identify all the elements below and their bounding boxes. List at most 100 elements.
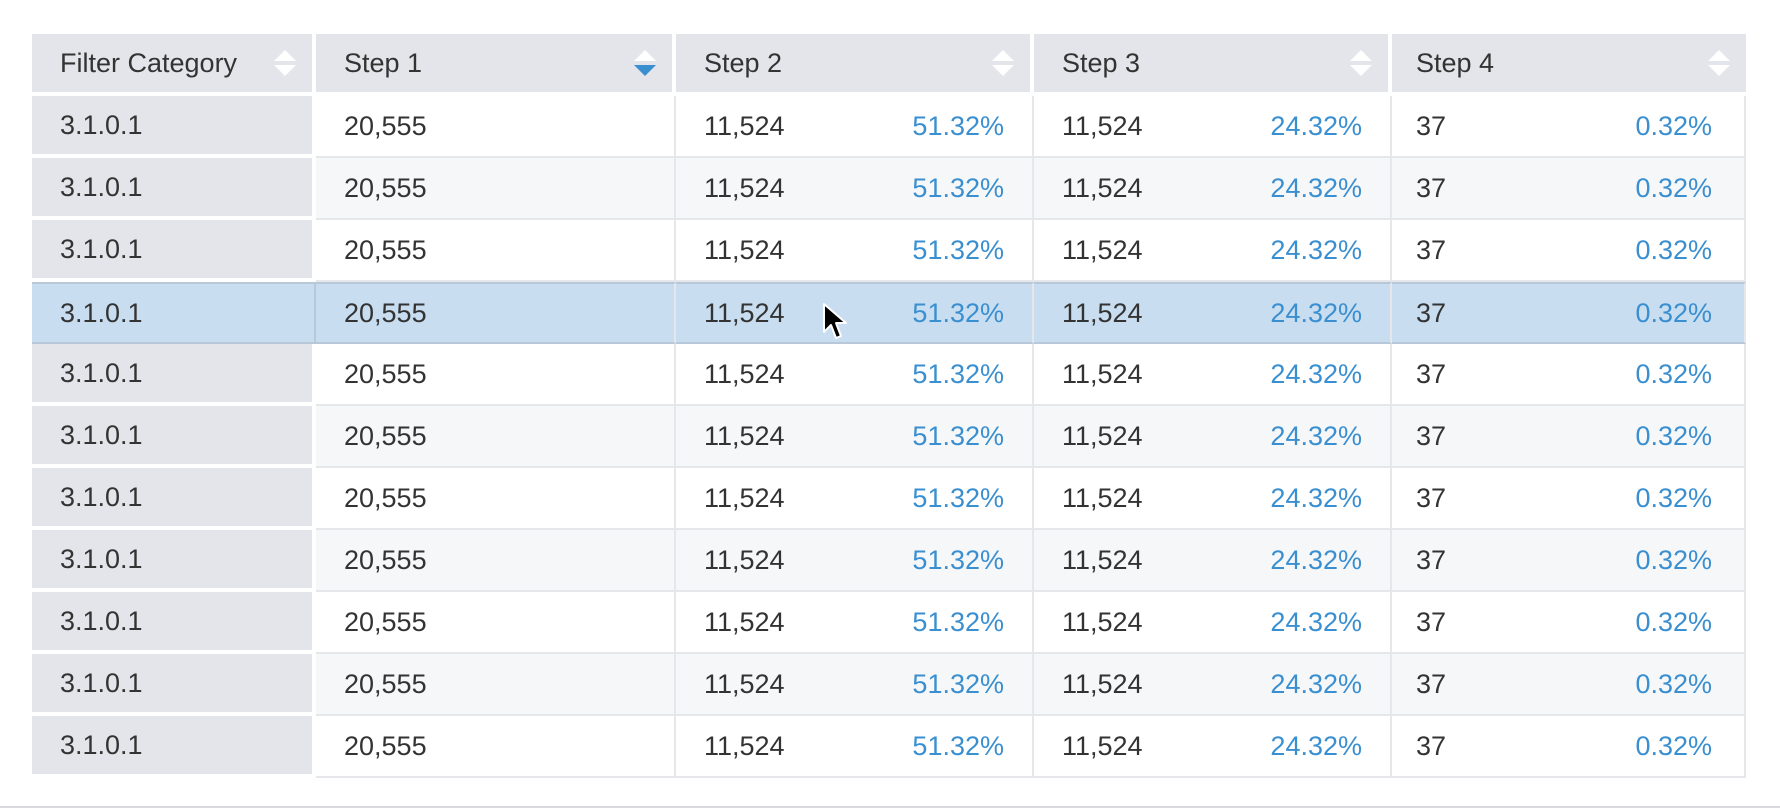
step1-count: 20,555 <box>344 172 427 203</box>
table-row[interactable]: 3.1.0.1 20,555 11,524 51.32% 11,524 24.32%… <box>32 344 1746 406</box>
header-label: Step 3 <box>1062 47 1141 78</box>
step4-count: 37 <box>1416 172 1447 203</box>
step2-percent: 51.32% <box>912 730 1004 761</box>
step4-percent: 0.32% <box>1635 544 1712 575</box>
step3-count: 11,524 <box>1062 668 1143 699</box>
header-step-1[interactable]: Step 1 <box>316 34 676 92</box>
step2-percent: 51.32% <box>912 110 1004 141</box>
table-row[interactable]: 3.1.0.1 20,555 11,524 51.32% 11,524 24.32%… <box>32 654 1746 716</box>
header-step-3[interactable]: Step 3 <box>1034 34 1392 92</box>
table-row[interactable]: 3.1.0.1 20,555 11,524 51.32% 11,524 24.32%… <box>32 592 1746 654</box>
cell-filter-category: 3.1.0.1 <box>32 344 316 406</box>
cell-step-1: 20,555 <box>316 220 676 282</box>
sort-arrows-icon[interactable] <box>992 48 1014 78</box>
cell-filter-category: 3.1.0.1 <box>32 220 316 282</box>
category-value: 3.1.0.1 <box>60 605 143 636</box>
step2-percent: 51.32% <box>912 606 1004 637</box>
step4-count: 37 <box>1416 730 1447 761</box>
step4-count: 37 <box>1416 110 1447 141</box>
step3-count: 11,524 <box>1062 544 1143 575</box>
cell-step-4: 37 0.32% <box>1392 282 1746 344</box>
step4-percent: 0.32% <box>1635 358 1712 389</box>
step1-count: 20,555 <box>344 420 427 451</box>
cell-step-1: 20,555 <box>316 468 676 530</box>
header-label: Step 1 <box>344 47 423 78</box>
sort-arrows-icon[interactable] <box>274 48 296 78</box>
step3-percent: 24.32% <box>1270 297 1362 328</box>
step3-count: 11,524 <box>1062 358 1143 389</box>
step4-percent: 0.32% <box>1635 668 1712 699</box>
step1-count: 20,555 <box>344 358 427 389</box>
header-step-2[interactable]: Step 2 <box>676 34 1034 92</box>
category-value: 3.1.0.1 <box>60 481 143 512</box>
step1-count: 20,555 <box>344 482 427 513</box>
cell-step-3: 11,524 24.32% <box>1034 282 1392 344</box>
category-value: 3.1.0.1 <box>60 357 143 388</box>
cell-step-1: 20,555 <box>316 344 676 406</box>
step1-count: 20,555 <box>344 297 427 328</box>
step3-percent: 24.32% <box>1270 606 1362 637</box>
cell-filter-category: 3.1.0.1 <box>32 716 316 778</box>
step4-count: 37 <box>1416 358 1447 389</box>
step2-percent: 51.32% <box>912 420 1004 451</box>
step3-percent: 24.32% <box>1270 358 1362 389</box>
step2-percent: 51.32% <box>912 544 1004 575</box>
category-value: 3.1.0.1 <box>60 667 143 698</box>
cell-step-2: 11,524 51.32% <box>676 220 1034 282</box>
step3-count: 11,524 <box>1062 234 1143 265</box>
sort-arrows-icon[interactable] <box>1350 48 1372 78</box>
table-row[interactable]: 3.1.0.1 20,555 11,524 51.32% 11,524 24.32%… <box>32 530 1746 592</box>
cell-filter-category: 3.1.0.1 <box>32 654 316 716</box>
header-step-4[interactable]: Step 4 <box>1392 34 1746 92</box>
step2-count: 11,524 <box>704 606 785 637</box>
step2-percent: 51.32% <box>912 172 1004 203</box>
step2-count: 11,524 <box>704 730 785 761</box>
cell-step-3: 11,524 24.32% <box>1034 716 1392 778</box>
step2-count: 11,524 <box>704 358 785 389</box>
step3-percent: 24.32% <box>1270 234 1362 265</box>
cell-step-2: 11,524 51.32% <box>676 530 1034 592</box>
sort-arrows-icon[interactable] <box>634 48 656 78</box>
step3-count: 11,524 <box>1062 606 1143 637</box>
step2-percent: 51.32% <box>912 668 1004 699</box>
step4-count: 37 <box>1416 297 1447 328</box>
table-row[interactable]: 3.1.0.1 20,555 11,524 51.32% 11,524 24.32%… <box>32 468 1746 530</box>
cell-step-3: 11,524 24.32% <box>1034 592 1392 654</box>
step4-percent: 0.32% <box>1635 110 1712 141</box>
step2-percent: 51.32% <box>912 234 1004 265</box>
cell-step-1: 20,555 <box>316 530 676 592</box>
table-row[interactable]: 3.1.0.1 20,555 11,524 51.32% 11,524 24.32%… <box>32 220 1746 282</box>
cell-step-1: 20,555 <box>316 592 676 654</box>
table-row[interactable]: 3.1.0.1 20,555 11,524 51.32% 11,524 24.32%… <box>32 158 1746 220</box>
step2-count: 11,524 <box>704 544 785 575</box>
step3-count: 11,524 <box>1062 730 1143 761</box>
step4-count: 37 <box>1416 668 1447 699</box>
table-row[interactable]: 3.1.0.1 20,555 11,524 51.32% 11,524 24.32%… <box>32 716 1746 778</box>
category-value: 3.1.0.1 <box>60 297 143 328</box>
step3-count: 11,524 <box>1062 482 1143 513</box>
sort-arrows-icon[interactable] <box>1708 48 1730 78</box>
step4-percent: 0.32% <box>1635 730 1712 761</box>
step4-percent: 0.32% <box>1635 172 1712 203</box>
header-filter-category[interactable]: Filter Category <box>32 34 316 92</box>
step2-count: 11,524 <box>704 172 785 203</box>
step2-count: 11,524 <box>704 234 785 265</box>
table-row[interactable]: 3.1.0.1 20,555 11,524 51.32% 11,524 24.32%… <box>32 406 1746 468</box>
step3-percent: 24.32% <box>1270 668 1362 699</box>
step2-percent: 51.32% <box>912 482 1004 513</box>
table-row[interactable]: 3.1.0.1 20,555 11,524 51.32% 11,524 24.32%… <box>32 96 1746 158</box>
cell-step-1: 20,555 <box>316 96 676 158</box>
step3-percent: 24.32% <box>1270 420 1362 451</box>
category-value: 3.1.0.1 <box>60 543 143 574</box>
step3-percent: 24.32% <box>1270 544 1362 575</box>
table-row-selected[interactable]: 3.1.0.1 20,555 11,524 51.32% 11,524 24.32%… <box>32 282 1746 344</box>
table-header-row: Filter Category Step 1 Step 2 Step 3 Ste… <box>32 34 1746 92</box>
cell-step-4: 37 0.32% <box>1392 406 1746 468</box>
cell-step-4: 37 0.32% <box>1392 530 1746 592</box>
step3-count: 11,524 <box>1062 297 1143 328</box>
category-value: 3.1.0.1 <box>60 109 143 140</box>
cell-step-3: 11,524 24.32% <box>1034 654 1392 716</box>
cell-step-2: 11,524 51.32% <box>676 158 1034 220</box>
cell-step-3: 11,524 24.32% <box>1034 344 1392 406</box>
cell-step-2: 11,524 51.32% <box>676 406 1034 468</box>
